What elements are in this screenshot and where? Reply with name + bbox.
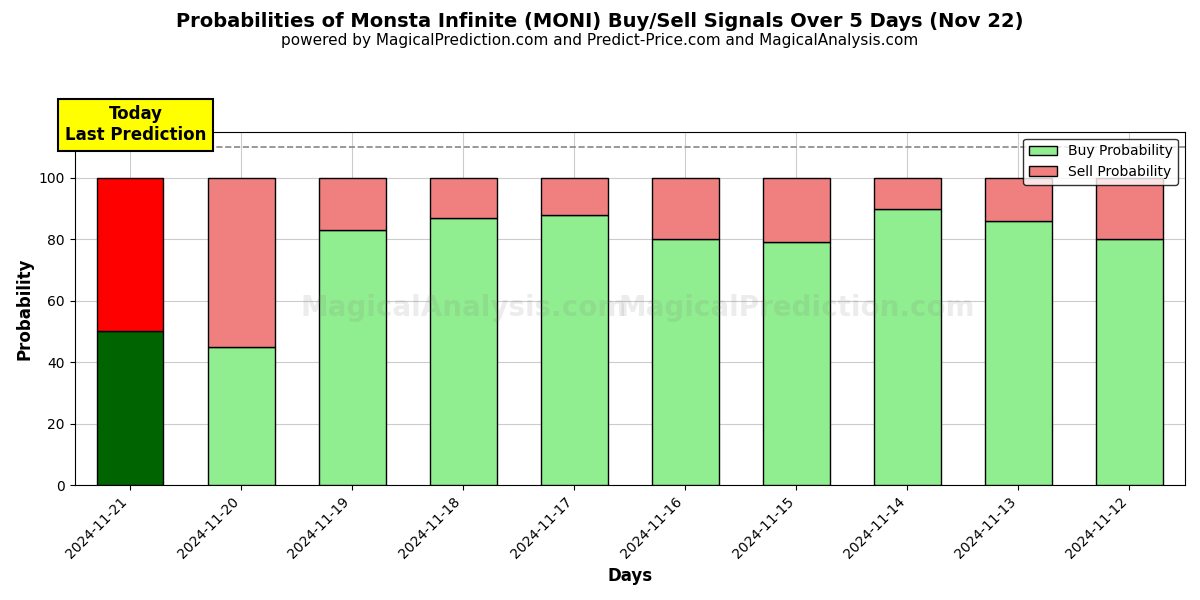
Bar xyxy=(985,221,1051,485)
Bar xyxy=(541,215,607,485)
Text: Today
Last Prediction: Today Last Prediction xyxy=(65,105,206,144)
Text: MagicalAnalysis.com: MagicalAnalysis.com xyxy=(300,295,626,322)
Bar xyxy=(208,347,275,485)
Legend: Buy Probability, Sell Probability: Buy Probability, Sell Probability xyxy=(1024,139,1178,185)
Bar xyxy=(208,178,275,347)
Bar xyxy=(97,331,163,485)
Text: powered by MagicalPrediction.com and Predict-Price.com and MagicalAnalysis.com: powered by MagicalPrediction.com and Pre… xyxy=(281,33,919,48)
Bar xyxy=(430,218,497,485)
Bar xyxy=(763,178,829,242)
Bar xyxy=(1096,239,1163,485)
Bar xyxy=(541,178,607,215)
Bar xyxy=(319,230,385,485)
Bar xyxy=(652,178,719,239)
Bar xyxy=(430,178,497,218)
Bar xyxy=(652,239,719,485)
Text: Probabilities of Monsta Infinite (MONI) Buy/Sell Signals Over 5 Days (Nov 22): Probabilities of Monsta Infinite (MONI) … xyxy=(176,12,1024,31)
Text: MagicalPrediction.com: MagicalPrediction.com xyxy=(618,295,974,322)
Y-axis label: Probability: Probability xyxy=(16,257,34,359)
Bar xyxy=(319,178,385,230)
X-axis label: Days: Days xyxy=(607,567,653,585)
Bar xyxy=(97,178,163,331)
Bar xyxy=(874,178,941,209)
Bar xyxy=(763,242,829,485)
Bar xyxy=(1096,178,1163,239)
Bar xyxy=(874,209,941,485)
Bar xyxy=(985,178,1051,221)
